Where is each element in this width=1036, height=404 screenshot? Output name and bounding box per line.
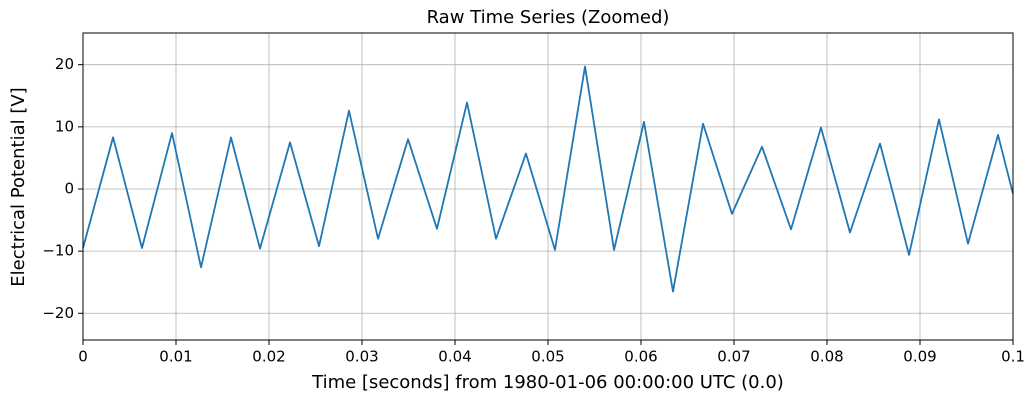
y-tick-label: −10 xyxy=(42,242,74,260)
x-tick-label: 0.1 xyxy=(1001,348,1025,366)
y-tick-label: 10 xyxy=(55,117,74,135)
y-tick-label: 20 xyxy=(55,55,74,73)
x-tick-label: 0.05 xyxy=(531,348,564,366)
x-tick-label: 0.09 xyxy=(903,348,936,366)
chart-title: Raw Time Series (Zoomed) xyxy=(427,7,670,28)
x-tick-label: 0.07 xyxy=(717,348,750,366)
x-tick-label: 0.06 xyxy=(624,348,657,366)
y-axis-label: Electrical Potential [V] xyxy=(8,87,29,286)
y-tick-label: −20 xyxy=(42,304,74,322)
x-tick-label: 0.03 xyxy=(345,348,378,366)
x-tick-label: 0.02 xyxy=(252,348,285,366)
x-tick-label: 0 xyxy=(78,348,88,366)
data-line xyxy=(82,65,1014,293)
plot-frame xyxy=(82,32,1014,341)
x-tick-label: 0.01 xyxy=(159,348,192,366)
x-axis-label: Time [seconds] from 1980-01-06 00:00:00 … xyxy=(311,372,784,393)
y-tick-label: 0 xyxy=(64,179,74,197)
x-tick-label: 0.04 xyxy=(438,348,471,366)
x-tick-label: 0.08 xyxy=(810,348,843,366)
